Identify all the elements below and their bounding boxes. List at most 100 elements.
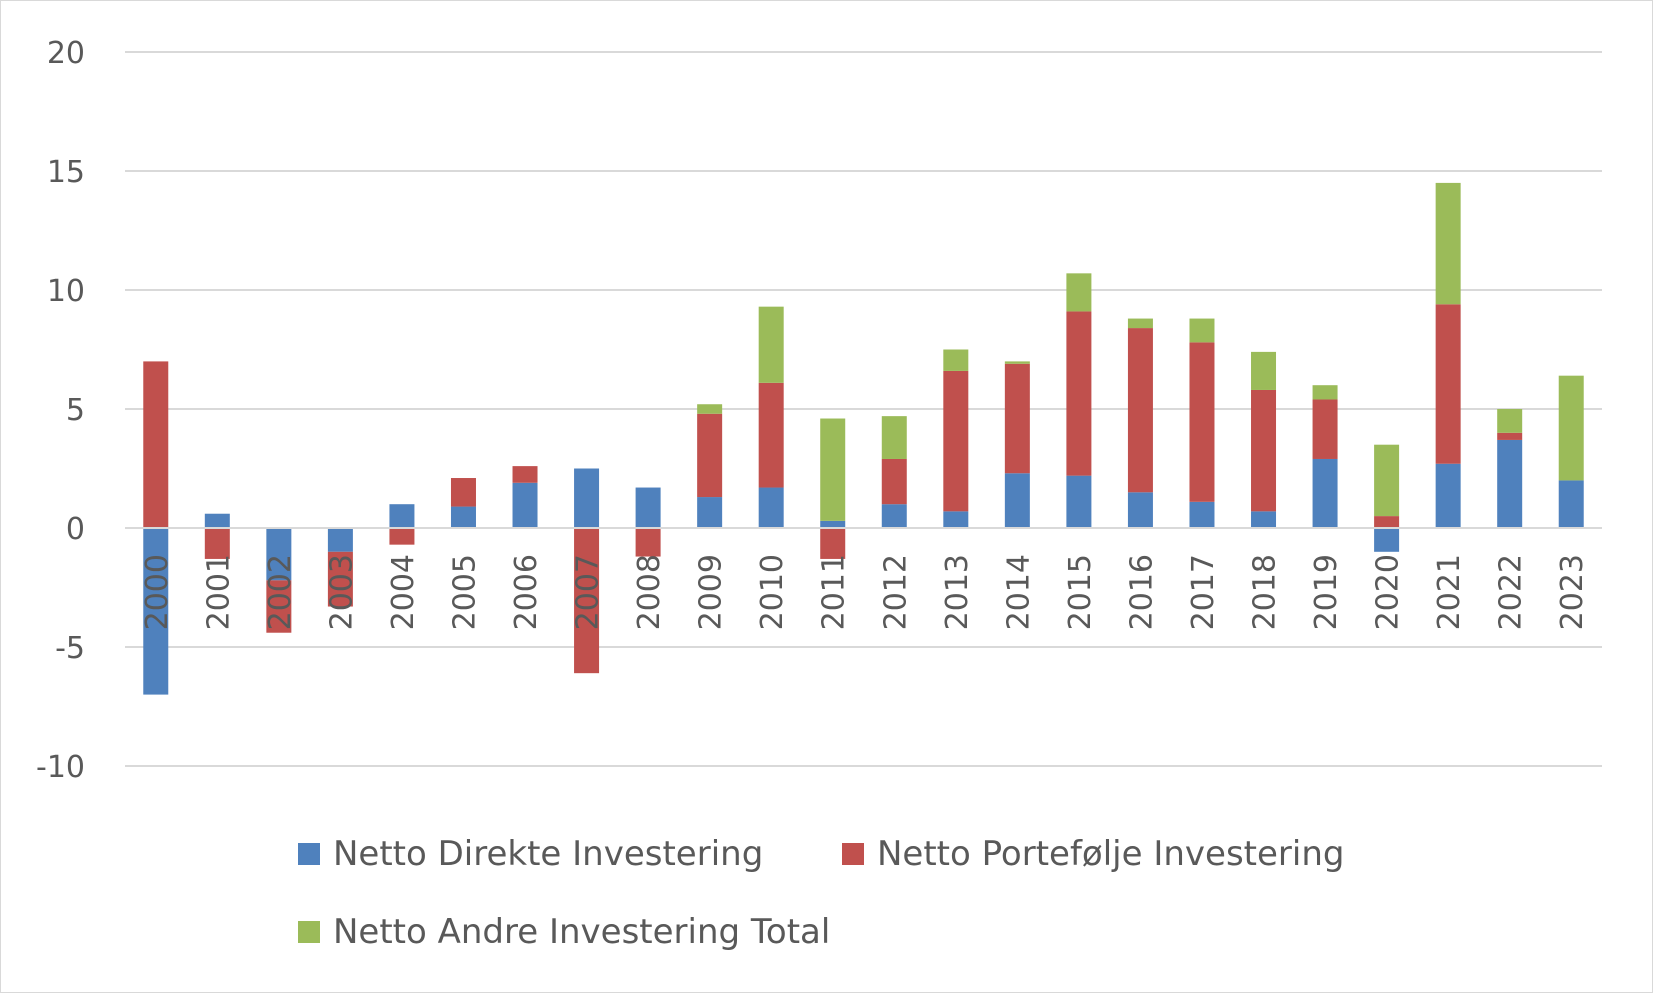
x-tick-label-2023: 2023 bbox=[1555, 554, 1590, 630]
bar-2004-series-2 bbox=[389, 528, 415, 545]
bar-2017-series-3 bbox=[1189, 318, 1215, 343]
x-tick-label-2021: 2021 bbox=[1432, 554, 1467, 630]
bar-2003-series-1 bbox=[327, 528, 353, 552]
bar-2016-series-2 bbox=[1127, 328, 1153, 493]
bar-2018-series-2 bbox=[1251, 389, 1277, 512]
bar-2013-series-2 bbox=[943, 370, 969, 512]
y-tick-label: 10 bbox=[47, 274, 85, 309]
bar-2021-series-3 bbox=[1435, 182, 1461, 305]
y-tick-label: 20 bbox=[47, 36, 85, 71]
bar-2008-series-2 bbox=[635, 528, 661, 557]
x-tick-label-2003: 2003 bbox=[324, 554, 359, 630]
bar-2014-series-2 bbox=[1004, 363, 1030, 474]
legend-swatch-3 bbox=[298, 921, 320, 943]
bar-2018-series-1 bbox=[1251, 511, 1277, 528]
x-tick-label-2005: 2005 bbox=[447, 554, 482, 630]
legend-swatch-2 bbox=[842, 843, 864, 865]
bar-2023-series-1 bbox=[1558, 480, 1584, 528]
bar-2014-series-1 bbox=[1004, 473, 1030, 528]
x-tick-label-2012: 2012 bbox=[878, 554, 913, 630]
bar-2001-series-1 bbox=[204, 513, 230, 528]
bar-2002-series-1 bbox=[266, 528, 292, 581]
x-axis-tick-labels: 2000 2001 2002 2003 2004 2005 2006 2007 2008 2009… bbox=[140, 554, 1590, 630]
bar-2019-series-2 bbox=[1312, 399, 1338, 459]
bar-2019-series-1 bbox=[1312, 458, 1338, 528]
y-tick-label: 0 bbox=[66, 512, 85, 547]
bar-2000-series-2 bbox=[143, 361, 169, 528]
bar-2015-series-3 bbox=[1066, 273, 1092, 312]
bar-2022-series-3 bbox=[1497, 409, 1523, 433]
bar-2010-series-1 bbox=[758, 487, 784, 528]
bar-2012-series-3 bbox=[881, 416, 907, 459]
bar-2014-series-3 bbox=[1004, 361, 1030, 364]
x-tick-label-2022: 2022 bbox=[1494, 554, 1529, 630]
x-tick-label-2011: 2011 bbox=[817, 554, 852, 630]
bar-2011-series-2 bbox=[820, 528, 846, 559]
bar-2022-series-2 bbox=[1497, 432, 1523, 440]
bar-2020-series-3 bbox=[1374, 444, 1400, 517]
bar-2008-series-1 bbox=[635, 487, 661, 528]
bar-2004-series-1 bbox=[389, 504, 415, 528]
bar-2021-series-2 bbox=[1435, 304, 1461, 464]
bar-2015-series-2 bbox=[1066, 311, 1092, 476]
bar-2012-series-1 bbox=[881, 504, 907, 528]
x-tick-label-2015: 2015 bbox=[1063, 554, 1098, 630]
y-tick-label: 5 bbox=[66, 393, 85, 428]
x-tick-label-2019: 2019 bbox=[1309, 554, 1344, 630]
bar-2000-series-1 bbox=[143, 528, 169, 695]
x-tick-label-2002: 2002 bbox=[263, 554, 298, 630]
x-tick-label-2006: 2006 bbox=[509, 554, 544, 630]
bar-2006-series-2 bbox=[512, 466, 538, 483]
bar-2011-series-1 bbox=[820, 520, 846, 528]
legend-label-3: Netto Andre Investering Total bbox=[333, 912, 830, 952]
x-tick-label-2010: 2010 bbox=[755, 554, 790, 630]
bar-2018-series-3 bbox=[1251, 351, 1277, 390]
bar-2009-series-2 bbox=[697, 413, 723, 498]
legend-swatch-1 bbox=[298, 843, 320, 865]
x-tick-label-2020: 2020 bbox=[1371, 554, 1406, 630]
x-tick-label-2008: 2008 bbox=[632, 554, 667, 630]
bar-2005-series-2 bbox=[450, 478, 476, 507]
bar-2022-series-1 bbox=[1497, 439, 1523, 528]
x-tick-label-2004: 2004 bbox=[386, 554, 421, 630]
bar-2020-series-2 bbox=[1374, 516, 1400, 528]
x-tick-label-2000: 2000 bbox=[140, 554, 175, 630]
bar-2023-series-3 bbox=[1558, 375, 1584, 481]
y-tick-label: -5 bbox=[55, 631, 85, 666]
bar-2017-series-1 bbox=[1189, 501, 1215, 528]
bar-2016-series-3 bbox=[1127, 318, 1153, 329]
legend: Netto Direkte Investering Netto Portefølj… bbox=[298, 834, 1344, 952]
bar-2019-series-3 bbox=[1312, 385, 1338, 400]
x-tick-label-2018: 2018 bbox=[1248, 554, 1283, 630]
x-tick-label-2014: 2014 bbox=[1001, 554, 1036, 630]
x-tick-label-2013: 2013 bbox=[940, 554, 975, 630]
legend-label-1: Netto Direkte Investering bbox=[333, 834, 763, 874]
bar-marks bbox=[143, 182, 1584, 695]
bar-2011-series-3 bbox=[820, 418, 846, 521]
bar-2021-series-1 bbox=[1435, 463, 1461, 528]
bar-2007-series-1 bbox=[574, 468, 600, 528]
bar-2007-series-2 bbox=[574, 528, 600, 674]
x-tick-label-2017: 2017 bbox=[1186, 554, 1221, 630]
bar-2009-series-1 bbox=[697, 497, 723, 528]
x-tick-label-2007: 2007 bbox=[571, 554, 606, 630]
bar-2010-series-3 bbox=[758, 306, 784, 383]
y-axis-tick-labels: 20 15 10 5 0 -5 -10 bbox=[36, 36, 85, 785]
x-tick-label-2009: 2009 bbox=[694, 554, 729, 630]
bar-2013-series-3 bbox=[943, 349, 969, 371]
bar-2013-series-1 bbox=[943, 511, 969, 528]
bar-2017-series-2 bbox=[1189, 342, 1215, 502]
bar-2001-series-2 bbox=[204, 528, 230, 559]
bar-2009-series-3 bbox=[697, 404, 723, 414]
y-tick-label: -10 bbox=[36, 750, 85, 785]
x-tick-label-2016: 2016 bbox=[1124, 554, 1159, 630]
bar-2006-series-1 bbox=[512, 482, 538, 528]
bar-2012-series-2 bbox=[881, 458, 907, 505]
x-tick-label-2001: 2001 bbox=[201, 554, 236, 630]
bar-2002-series-2 bbox=[266, 580, 292, 633]
bar-2015-series-1 bbox=[1066, 475, 1092, 528]
grid-lines bbox=[125, 51, 1602, 767]
bar-2010-series-2 bbox=[758, 382, 784, 488]
